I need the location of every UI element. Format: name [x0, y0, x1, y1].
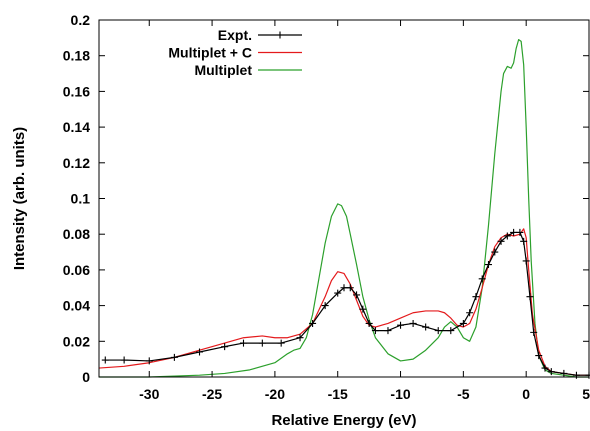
data-point — [472, 293, 480, 301]
data-point — [526, 293, 534, 301]
data-point — [101, 356, 109, 364]
axes-layer: 0 0.02 0.04 0.06 0.08 0.1 0.12 0.14 0.16 0.18 0.2 -… — [63, 12, 590, 402]
y-tick-label: 0.04 — [63, 298, 90, 314]
x-tick-label: -10 — [390, 386, 410, 402]
data-point — [397, 321, 405, 329]
y-tick-label: 0.2 — [71, 12, 91, 28]
y-tick-label: 0.02 — [63, 333, 90, 349]
data-point — [365, 319, 373, 327]
legend-marker — [276, 31, 284, 39]
data-point — [384, 327, 392, 335]
x-tick-label: 5 — [582, 386, 590, 402]
data-point — [459, 319, 467, 327]
data-point — [547, 368, 555, 376]
data-point — [520, 237, 528, 245]
data-point — [503, 232, 511, 240]
legend-label: Multiplet + C — [168, 45, 252, 61]
series-line — [99, 39, 589, 378]
data-point — [560, 369, 568, 377]
data-point — [522, 257, 530, 265]
data-point — [516, 228, 524, 236]
y-tick-label: 0.14 — [63, 119, 90, 135]
data-point — [277, 339, 285, 347]
series-line — [105, 231, 589, 376]
data-point — [484, 261, 492, 269]
y-axis-label: Intensity (arb. units) — [11, 127, 28, 270]
data-point — [196, 348, 204, 356]
legend-label: Multiplet — [194, 62, 252, 78]
y-tick-label: 0.16 — [63, 83, 90, 99]
y-tick-label: 0.06 — [63, 262, 90, 278]
series-expt — [101, 228, 590, 379]
data-point — [530, 328, 538, 336]
data-point — [491, 248, 499, 256]
x-tick-label: -5 — [457, 386, 470, 402]
data-point — [371, 327, 379, 335]
data-point — [340, 284, 348, 292]
data-point — [497, 237, 505, 245]
data-point — [309, 319, 317, 327]
data-point — [334, 289, 342, 297]
y-tick-label: 0.08 — [63, 226, 90, 242]
data-point — [422, 323, 430, 331]
x-tick-label: -25 — [202, 386, 222, 402]
data-point — [535, 352, 543, 360]
data-point — [120, 356, 128, 364]
series-multiplet — [99, 39, 589, 378]
y-tick-label: 0.1 — [71, 191, 91, 207]
data-point — [258, 339, 266, 347]
x-axis-label: Relative Energy (eV) — [271, 412, 416, 429]
data-point — [145, 357, 153, 365]
data-point — [239, 339, 247, 347]
x-tick-label: -15 — [328, 386, 348, 402]
data-point — [478, 275, 486, 283]
series-line — [98, 228, 589, 376]
y-tick-label: 0.18 — [63, 48, 90, 64]
legend-label: Expt. — [218, 27, 252, 43]
data-point — [170, 353, 178, 361]
data-point — [447, 327, 455, 335]
x-tick-label: -20 — [265, 386, 285, 402]
data-point — [466, 309, 474, 317]
x-tick-label: -30 — [139, 386, 159, 402]
y-tick-label: 0 — [82, 369, 90, 385]
plot-frame — [98, 19, 590, 378]
data-point — [434, 327, 442, 335]
data-point — [572, 371, 580, 379]
data-point — [296, 334, 304, 342]
series-multiplet-c — [98, 228, 589, 376]
data-point — [510, 228, 518, 236]
series-layer — [98, 39, 590, 379]
data-point — [346, 284, 354, 292]
x-tick-label: 0 — [522, 386, 530, 402]
data-point — [409, 319, 417, 327]
data-point — [359, 305, 367, 313]
data-point — [321, 302, 329, 310]
data-point — [541, 364, 549, 372]
y-tick-label: 0.12 — [63, 155, 90, 171]
data-point — [221, 343, 229, 351]
data-point — [353, 291, 361, 299]
